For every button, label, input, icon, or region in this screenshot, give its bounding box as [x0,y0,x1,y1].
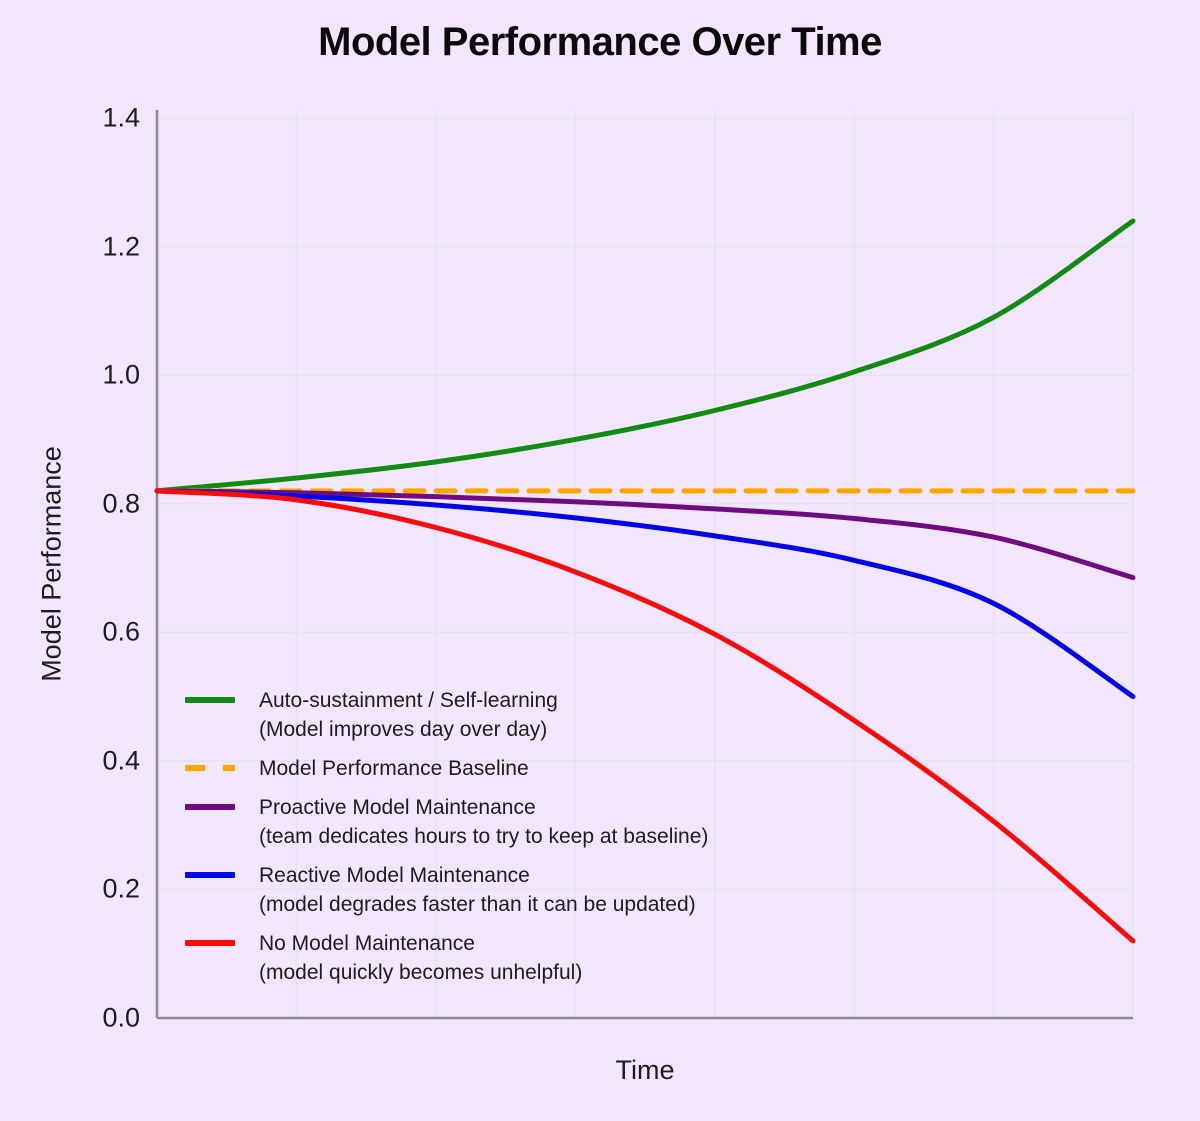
y-tick-label-1.2: 1.2 [102,231,140,262]
y-tick-label-0.2: 0.2 [102,873,140,904]
series-line-no-model-maintenance [154,488,1136,944]
legend-text: Reactive Model Maintenance (model degrade… [259,861,696,919]
legend-swatch-wrap [185,754,235,771]
legend-text: No Model Maintenance (model quickly becom… [259,929,582,987]
legend-item-proactive-model-maintenance: Proactive Model Maintenance (team dedicat… [185,793,708,851]
legend-swatch-wrap [185,861,235,878]
y-tick-label-0.6: 0.6 [102,616,140,647]
legend-label: Auto-sustainment / Self-learning [259,689,558,712]
legend-sublabel: (team dedicates hours to try to keep at … [259,825,709,848]
legend-swatch-line [185,697,235,703]
legend-swatch-wrap [185,929,235,946]
y-axis-label: Model Performance [36,446,67,682]
legend-label: Model Performance Baseline [259,757,529,780]
legend-text: Model Performance Baseline [259,754,529,783]
legend-sublabel: (Model improves day over day) [259,718,548,741]
legend-item-reactive-model-maintenance: Reactive Model Maintenance (model degrade… [185,861,708,919]
legend-sublabel: (model quickly becomes unhelpful) [259,961,583,984]
legend-item-no-model-maintenance: No Model Maintenance (model quickly becom… [185,929,708,987]
legend-swatch-line [185,940,235,946]
legend-item-auto-sustainment-self-learning: Auto-sustainment / Self-learning (Model i… [185,686,708,744]
legend-label: Reactive Model Maintenance [259,864,530,887]
legend-text: Auto-sustainment / Self-learning (Model i… [259,686,558,744]
legend-item-model-performance-baseline: Model Performance Baseline [185,754,708,783]
y-tick-label-0.0: 0.0 [102,1002,140,1033]
y-tick-label-0.8: 0.8 [102,488,140,519]
series-line-reactive-model-maintenance [154,488,1136,700]
chart-title: Model Performance Over Time [318,20,882,64]
legend-text: Proactive Model Maintenance (team dedicat… [259,793,708,851]
y-tick-label-0.4: 0.4 [102,745,140,776]
x-axis-label: Time [615,1055,675,1085]
legend-swatch-dashed-line [185,765,235,771]
series-line-auto-sustainment-self-learning [154,218,1136,494]
series-line-proactive-model-maintenance [154,488,1136,581]
y-tick-label-1.0: 1.0 [102,359,140,390]
legend-label: No Model Maintenance [259,932,475,955]
legend-sublabel: (model degrades faster than it can be up… [259,893,696,916]
legend-label: Proactive Model Maintenance [259,796,536,819]
legend-swatch-line [185,872,235,878]
legend-swatch-line [185,804,235,810]
legend: Auto-sustainment / Self-learning (Model i… [185,686,708,987]
legend-swatch-wrap [185,793,235,810]
legend-swatch-wrap [185,686,235,703]
y-tick-label-1.4: 1.4 [102,102,140,133]
